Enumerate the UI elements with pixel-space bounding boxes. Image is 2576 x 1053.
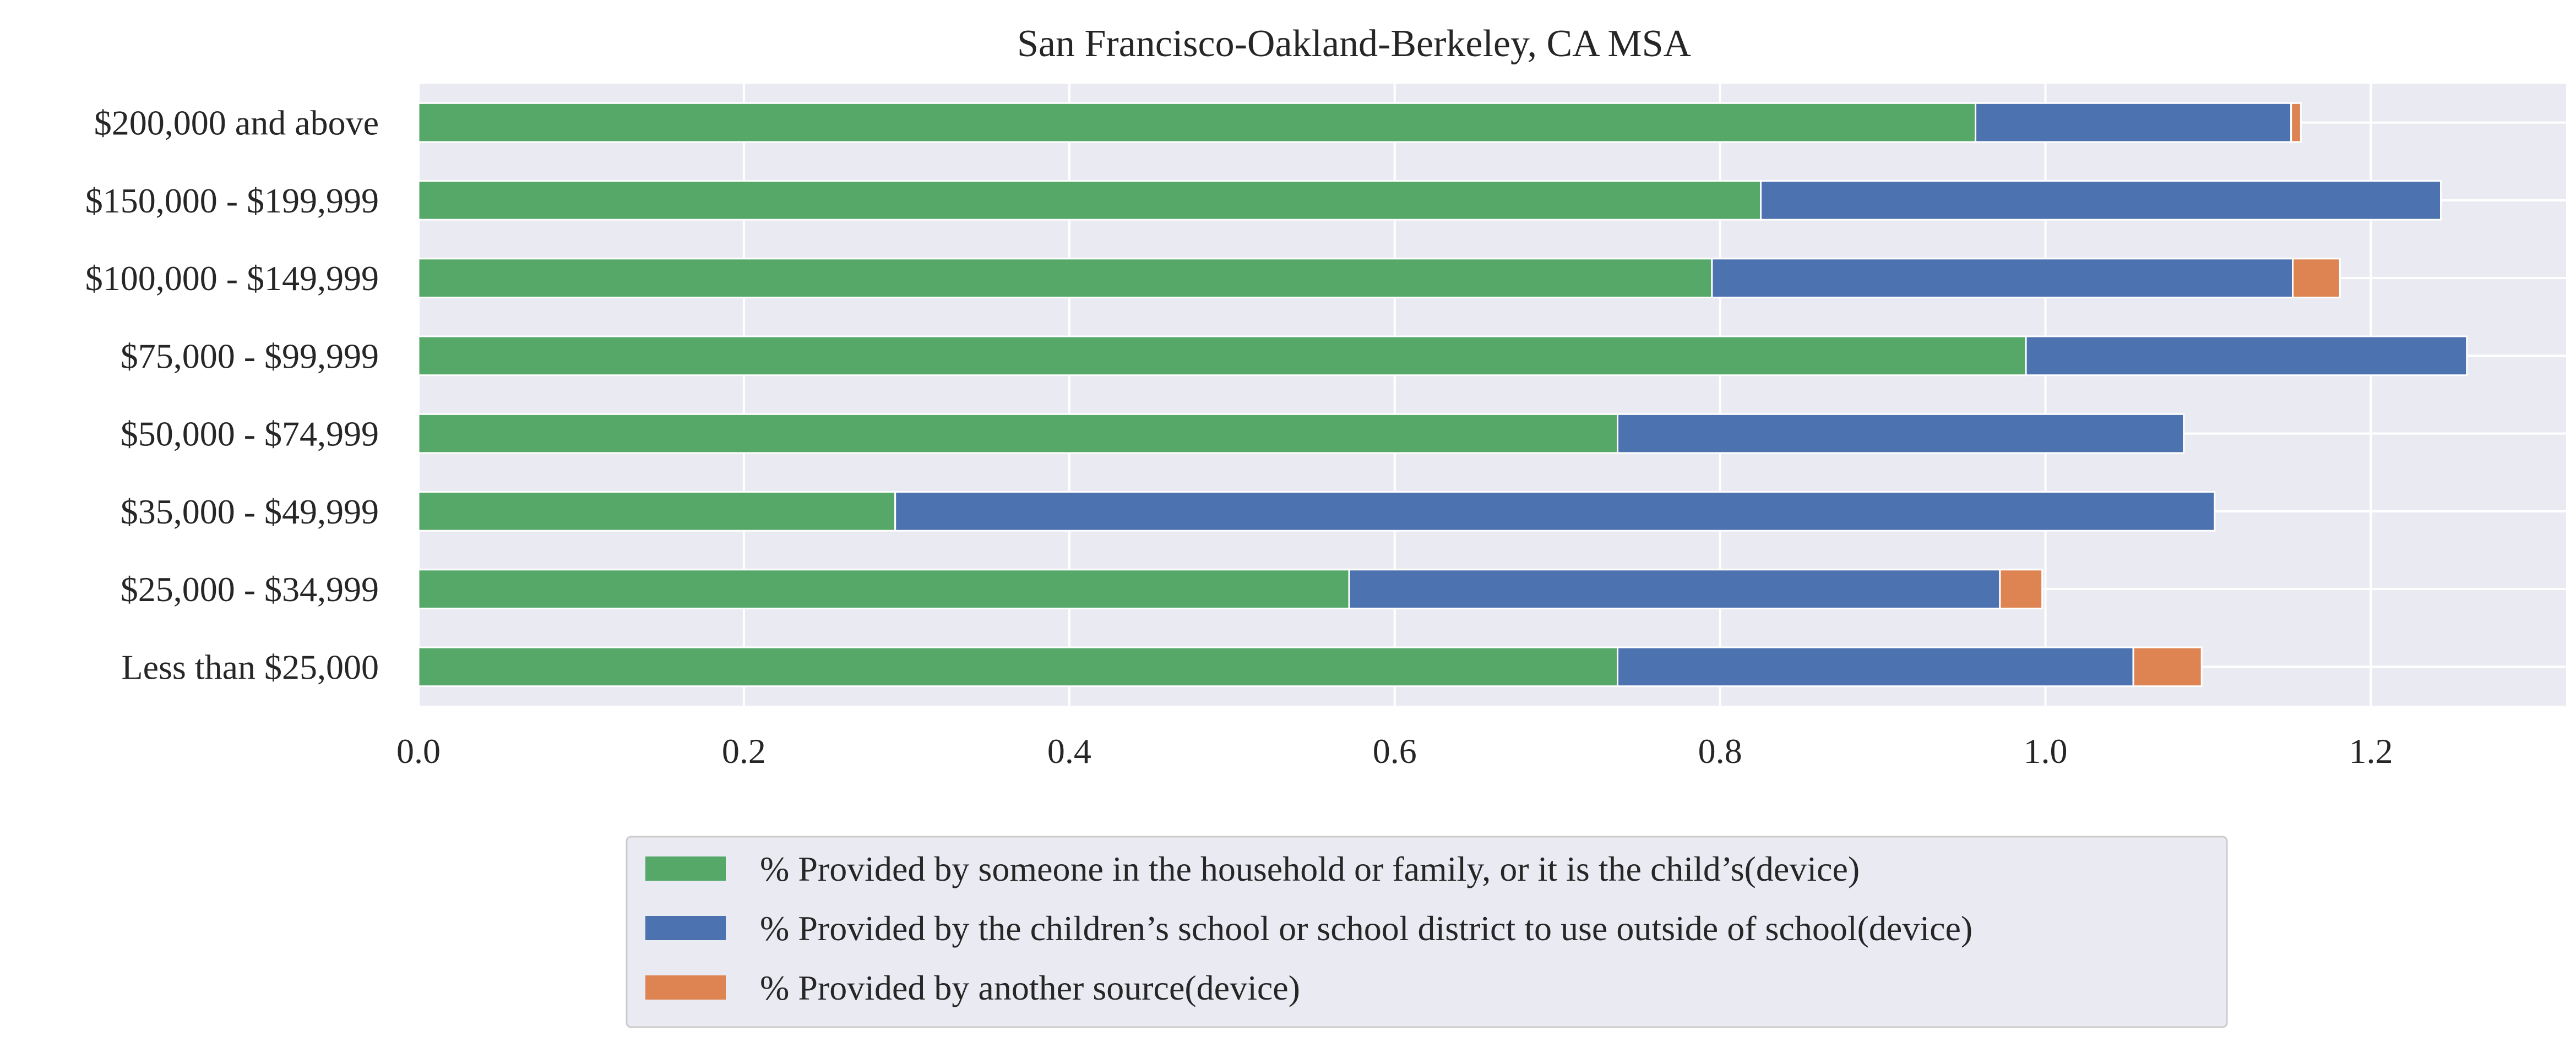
legend-label: % Provided by another source(device) [760,968,1300,1007]
legend-label: % Provided by someone in the household o… [760,849,1860,888]
bars [417,102,2468,688]
legend-swatch [645,975,726,1000]
plot-area [419,84,2566,706]
bar-segment-series-2 [1348,569,2001,609]
bar-segment-series-2 [1975,102,2292,143]
x-tick-label: 0.0 [396,732,441,771]
y-tick-label: $75,000 - $99,999 [121,336,379,375]
legend: % Provided by someone in the household o… [626,836,2228,1028]
bar-segment-series-1 [417,569,1350,609]
bar-segment-series-3 [2292,258,2341,298]
y-tick-label: $100,000 - $149,999 [85,259,379,298]
y-axis-tick-labels: $200,000 and above $150,000 - $199,999 $10… [85,103,379,687]
bar-segment-series-1 [417,258,1713,298]
chart-title: San Francisco-Oakland-Berkeley, CA MSA [1017,23,1692,65]
x-axis-tick-labels: 0.0 0.2 0.4 0.6 0.8 1.0 1.2 [396,732,2393,771]
bar-segment-series-3 [2290,102,2302,143]
legend-label: % Provided by the children’s school or s… [760,909,1972,948]
x-tick-label: 1.0 [2024,732,2068,771]
bar-segment-series-1 [417,102,1976,143]
bar-segment-series-3 [1999,569,2044,609]
bar-segment-series-3 [2132,646,2203,688]
y-tick-label: $50,000 - $74,999 [121,414,379,454]
bar-segment-series-2 [1617,413,2185,454]
bar-segment-series-1 [417,335,2027,377]
x-tick-label: 0.2 [722,732,766,771]
legend-frame [626,836,2228,1028]
y-tick-label: $200,000 and above [94,103,379,143]
bar-segment-series-1 [417,180,1762,221]
x-tick-label: 0.4 [1047,732,1091,771]
y-tick-label: $25,000 - $34,999 [121,570,379,609]
bar-segment-series-2 [1617,646,2134,688]
x-tick-label: 0.8 [1698,732,1742,771]
legend-swatch [645,916,726,940]
bar-segment-series-1 [417,413,1618,454]
y-tick-label: $35,000 - $49,999 [121,492,379,531]
bar-segment-series-1 [417,491,896,532]
bar-segment-series-2 [894,491,2216,532]
bar-segment-series-1 [417,646,1618,688]
x-tick-label: 0.6 [1373,732,1417,771]
y-tick-label: $150,000 - $199,999 [85,181,379,220]
x-tick-label: 1.2 [2349,732,2393,771]
bar-segment-series-2 [1760,180,2442,221]
bar-segment-series-2 [2025,335,2468,377]
legend-swatch [645,856,726,881]
legend-items: % Provided by someone in the household o… [645,849,1972,1007]
y-tick-label: Less than $25,000 [122,647,379,686]
bar-segment-series-2 [1711,258,2294,298]
